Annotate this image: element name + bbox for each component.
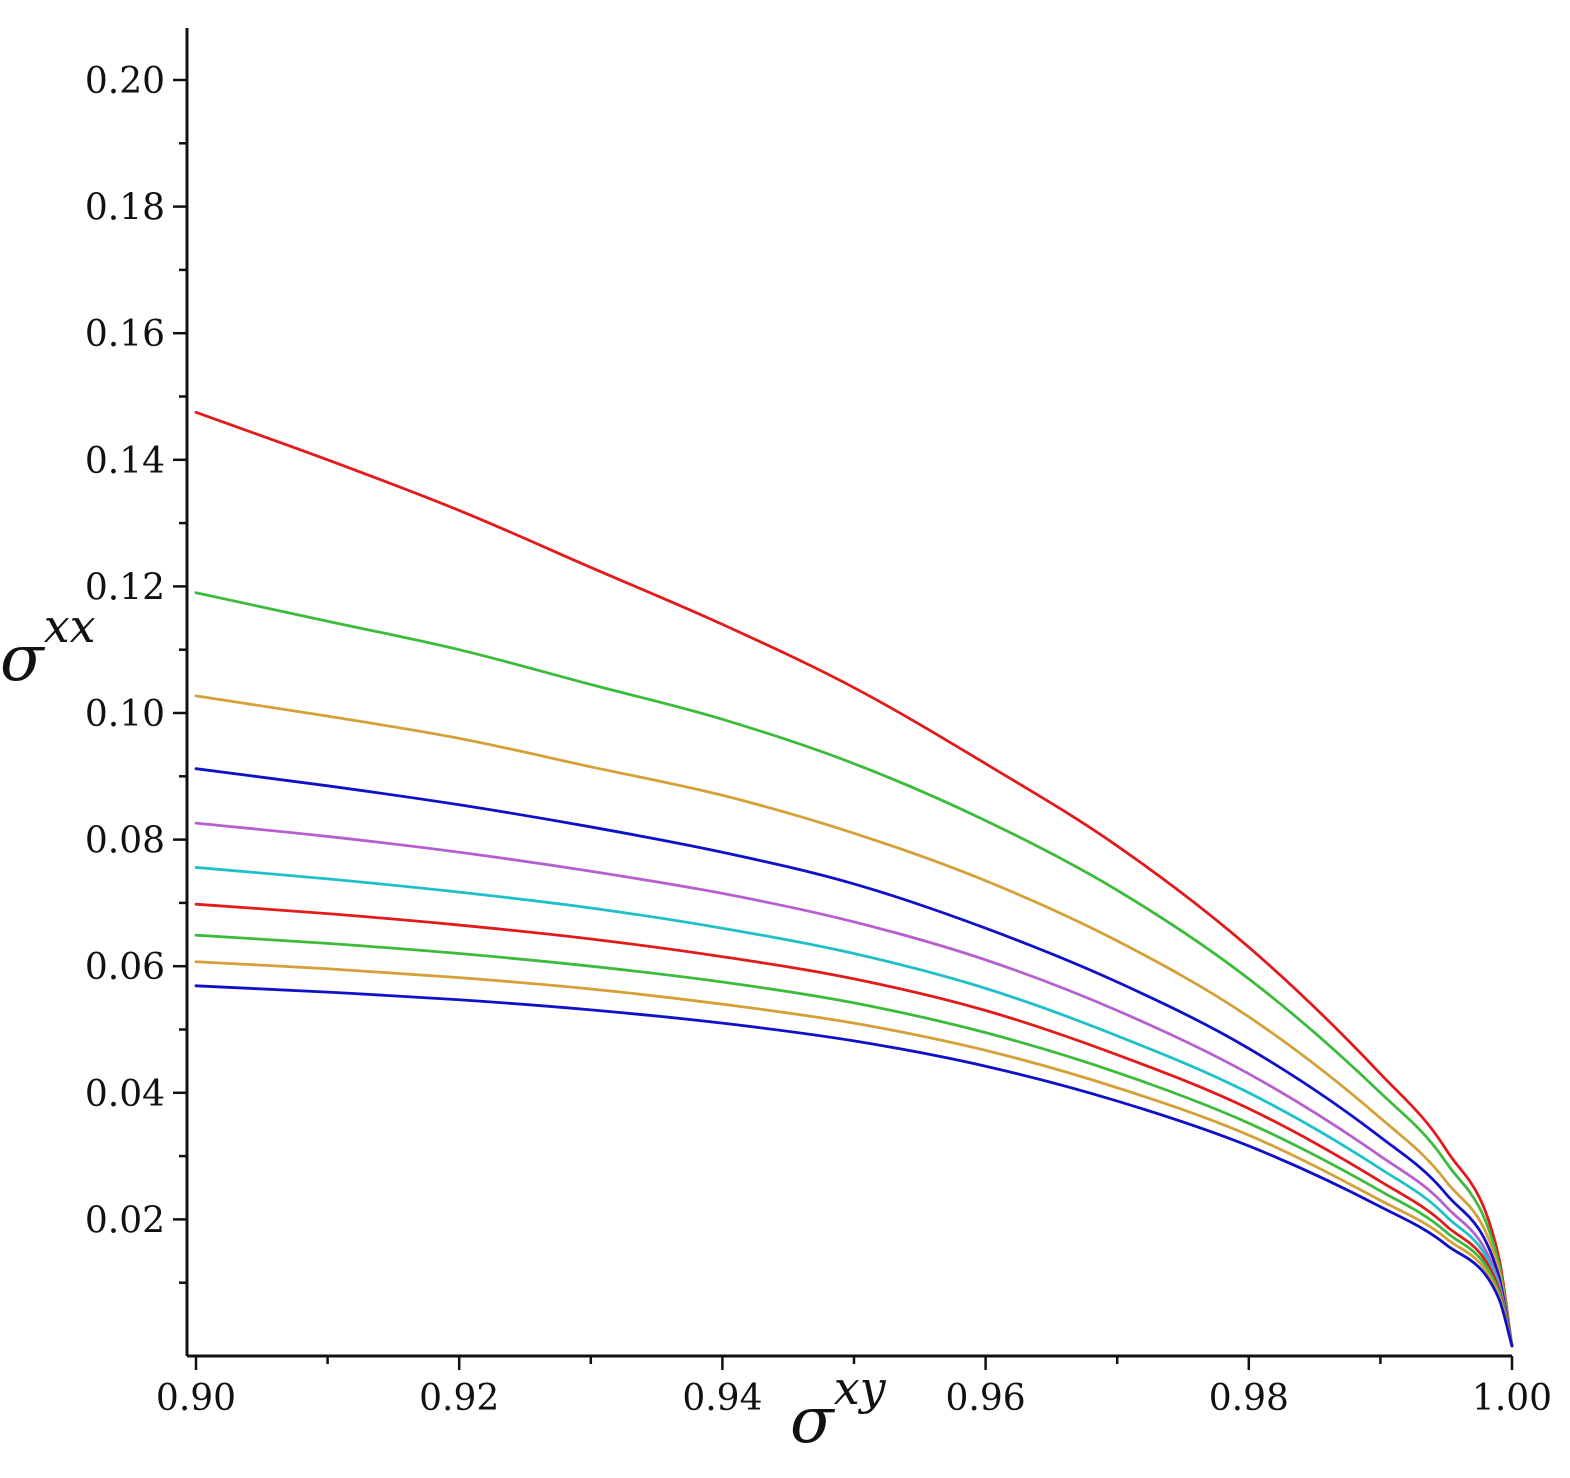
y-axis-title-sup: xx <box>44 599 96 653</box>
series-layer <box>194 410 1514 1348</box>
x-tick-label: 0.94 <box>682 1378 762 1419</box>
title-layer: σxx σxy <box>0 599 887 1458</box>
x-tick-label: 0.98 <box>1209 1378 1289 1419</box>
y-axis-title-base: σ <box>0 622 46 696</box>
x-tick-label: 0.92 <box>419 1378 499 1419</box>
y-tick-label: 0.06 <box>85 947 165 988</box>
x-tick-label: 1.00 <box>1472 1378 1552 1419</box>
series-line-2 <box>194 591 1514 1348</box>
series-line-1 <box>194 410 1514 1348</box>
series-line-6 <box>194 866 1514 1348</box>
x-axis-title: σxy <box>790 1361 887 1458</box>
series-line-10 <box>194 984 1514 1348</box>
series-line-9 <box>194 960 1514 1348</box>
y-tick-label: 0.16 <box>85 314 165 355</box>
y-axis-title: σxx <box>0 599 96 696</box>
y-tick-label: 0.08 <box>85 821 165 862</box>
series-line-8 <box>194 933 1514 1348</box>
y-tick-label: 0.02 <box>85 1200 165 1241</box>
series-line-3 <box>194 694 1514 1348</box>
y-tick-label: 0.10 <box>85 694 165 735</box>
x-axis-title-sup: xy <box>834 1361 887 1415</box>
series-line-4 <box>194 767 1514 1348</box>
axes-layer <box>185 28 1512 1358</box>
y-tick-label: 0.20 <box>85 61 165 102</box>
series-line-5 <box>194 821 1514 1348</box>
y-tick-label: 0.04 <box>85 1074 165 1115</box>
y-tick-label: 0.14 <box>85 441 165 482</box>
x-tick-label: 0.90 <box>156 1378 236 1419</box>
series-line-7 <box>194 902 1514 1348</box>
y-tick-label: 0.18 <box>85 188 165 229</box>
ticks-layer: 0.02 0.04 0.06 0.08 0.10 0.12 0.14 0.16 0.18 0.20… <box>85 61 1552 1419</box>
x-axis-title-base: σ <box>790 1384 836 1458</box>
y-tick-label: 0.12 <box>85 567 165 608</box>
x-tick-label: 0.96 <box>946 1378 1026 1419</box>
